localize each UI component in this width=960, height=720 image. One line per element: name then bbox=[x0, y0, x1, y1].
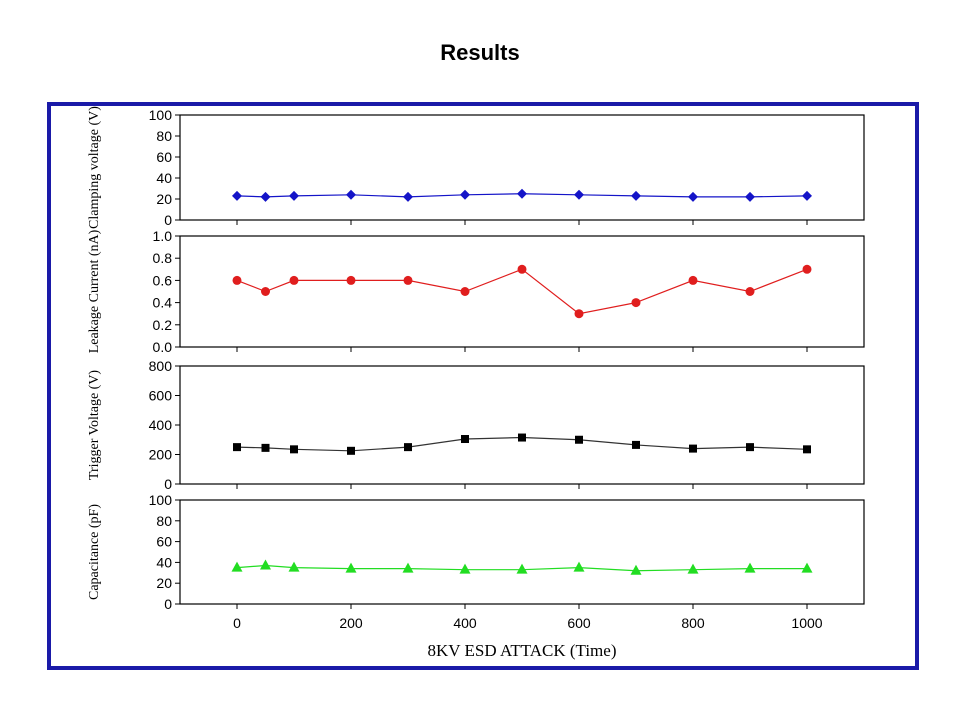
y-tick-label: 0.0 bbox=[153, 339, 173, 355]
y-tick-label: 0.8 bbox=[153, 250, 173, 266]
panel-3-point bbox=[347, 446, 355, 455]
y-tick-label: 60 bbox=[156, 149, 172, 165]
y-tick-label: 800 bbox=[149, 358, 173, 374]
panel-4-point bbox=[459, 563, 471, 574]
x-tick-label: 1000 bbox=[791, 615, 822, 631]
x-tick-label: 0 bbox=[233, 615, 241, 631]
panel-3-point bbox=[290, 445, 298, 454]
panel-4-series-line bbox=[236, 564, 807, 572]
panel-3-series-line bbox=[236, 436, 808, 452]
panel-4-point bbox=[260, 559, 271, 570]
y-tick-label: 600 bbox=[149, 388, 173, 404]
panel-2-y-axis-label: Leakage Current (nA) bbox=[87, 229, 102, 353]
panel-1-point bbox=[289, 190, 299, 201]
y-tick-label: 0.4 bbox=[153, 295, 173, 311]
panel-2-point bbox=[517, 264, 527, 274]
y-tick-label: 0 bbox=[164, 476, 172, 492]
y-tick-label: 100 bbox=[149, 492, 173, 508]
panel-3-point bbox=[689, 444, 697, 453]
panel-3-y-axis-label: Trigger Voltage (V) bbox=[87, 370, 102, 481]
y-tick-label: 40 bbox=[156, 170, 172, 186]
panel-2-point bbox=[631, 298, 641, 308]
x-tick-label: 400 bbox=[453, 615, 477, 631]
panel-2-point bbox=[261, 287, 270, 296]
y-tick-label: 0 bbox=[164, 212, 172, 228]
panel-3-point bbox=[404, 443, 412, 452]
panel-1-plot-area bbox=[179, 114, 865, 221]
panel-1-point bbox=[688, 191, 698, 202]
panel-2-series-line bbox=[236, 268, 808, 315]
y-tick-label: 80 bbox=[156, 128, 172, 144]
y-tick-label: 0.6 bbox=[153, 272, 173, 288]
panel-1-point bbox=[260, 191, 271, 202]
panel-1-point bbox=[460, 189, 470, 200]
panel-4-point bbox=[801, 562, 813, 573]
panel-4-point bbox=[345, 562, 357, 573]
panel-1-point bbox=[403, 191, 413, 202]
panel-3-point bbox=[575, 435, 583, 444]
panel-4-point bbox=[516, 563, 528, 574]
x-axis-label: 8KV ESD ATTACK (Time) bbox=[428, 641, 617, 660]
panel-3-point bbox=[518, 433, 526, 442]
y-tick-label: 20 bbox=[156, 575, 172, 591]
y-tick-label: 60 bbox=[156, 534, 172, 550]
panel-2-point bbox=[232, 275, 242, 285]
panel-2-point bbox=[289, 275, 299, 285]
x-tick-label: 200 bbox=[339, 615, 363, 631]
panel-3-point bbox=[803, 445, 811, 454]
y-tick-label: 80 bbox=[156, 513, 172, 529]
x-tick-label: 600 bbox=[567, 615, 591, 631]
panel-4-y-axis-label: Capacitance (pF) bbox=[87, 504, 102, 600]
panel-2-point bbox=[574, 309, 584, 319]
panel-1-point bbox=[232, 190, 242, 201]
panel-1-point bbox=[802, 190, 812, 201]
panel-3-point bbox=[261, 443, 270, 452]
panel-3-point bbox=[461, 435, 469, 444]
y-tick-label: 400 bbox=[149, 417, 173, 433]
panel-2-point bbox=[802, 264, 812, 274]
y-tick-label: 40 bbox=[156, 554, 172, 570]
panel-1-point bbox=[346, 189, 356, 200]
panel-4-point bbox=[687, 563, 699, 574]
panel-1-point bbox=[517, 188, 527, 199]
panel-2-point bbox=[745, 287, 755, 296]
panel-4-plot-area bbox=[179, 499, 865, 605]
y-tick-label: 1.0 bbox=[153, 228, 173, 244]
page-title: Results bbox=[440, 40, 520, 65]
panel-3-point bbox=[746, 443, 754, 452]
panel-4-point bbox=[630, 564, 642, 575]
panel-1-y-axis-label: Clamping voltage (V) bbox=[87, 106, 102, 229]
y-tick-label: 0.2 bbox=[153, 317, 173, 333]
panel-4-point bbox=[402, 562, 414, 573]
panel-1-point bbox=[745, 191, 755, 202]
y-tick-label: 100 bbox=[149, 107, 173, 123]
y-tick-label: 0 bbox=[164, 596, 172, 612]
panel-3-point bbox=[632, 440, 640, 449]
panel-2-point bbox=[460, 287, 470, 296]
panel-4-point bbox=[573, 561, 585, 572]
panel-4-point bbox=[744, 562, 756, 573]
y-tick-label: 200 bbox=[149, 447, 173, 463]
panel-3-plot-area bbox=[179, 365, 865, 485]
panel-4-point bbox=[231, 561, 243, 572]
panel-2-point bbox=[688, 275, 698, 285]
x-tick-label: 800 bbox=[681, 615, 705, 631]
panel-4-point bbox=[288, 561, 300, 572]
panel-1-point bbox=[631, 190, 641, 201]
panel-2-point bbox=[403, 275, 413, 285]
y-tick-label: 20 bbox=[156, 191, 172, 207]
panel-2-plot-area bbox=[179, 235, 865, 348]
panel-2-point bbox=[346, 275, 356, 285]
panel-3-point bbox=[233, 443, 241, 452]
panel-1-point bbox=[574, 189, 584, 200]
